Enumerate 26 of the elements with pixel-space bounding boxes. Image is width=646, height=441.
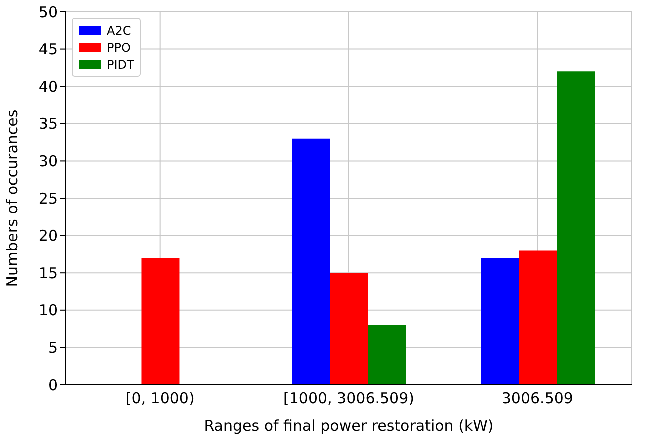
bar	[368, 325, 406, 385]
y-tick-label: 35	[38, 115, 58, 134]
y-tick-label: 5	[48, 339, 58, 358]
y-tick-label: 20	[38, 227, 58, 246]
bar	[330, 273, 368, 385]
y-tick-label: 25	[38, 190, 58, 208]
y-tick-label: 40	[38, 78, 58, 96]
y-tick-label: 45	[38, 40, 58, 59]
bar	[557, 72, 596, 385]
bar	[519, 250, 558, 385]
y-tick-label: 0	[48, 376, 58, 394]
bar	[481, 258, 520, 385]
x-tick-label: [1000, 3006.509)	[284, 390, 414, 408]
y-tick-label: 30	[38, 152, 58, 171]
legend-label: PIDT	[107, 58, 134, 72]
x-tick-label: 3006.509	[502, 390, 574, 408]
y-tick-label: 10	[38, 302, 58, 320]
bar	[292, 138, 330, 385]
x-axis-title: Ranges of final power restoration (kW)	[204, 417, 494, 435]
legend-label: PPO	[107, 40, 131, 54]
bar	[142, 258, 180, 385]
y-tick-label: 50	[38, 3, 58, 22]
y-axis-title: Numbers of occurances	[3, 110, 22, 288]
x-tick-label: [0, 1000)	[126, 390, 195, 408]
y-tick-label: 15	[38, 264, 58, 282]
legend-label: A2C	[107, 24, 132, 38]
